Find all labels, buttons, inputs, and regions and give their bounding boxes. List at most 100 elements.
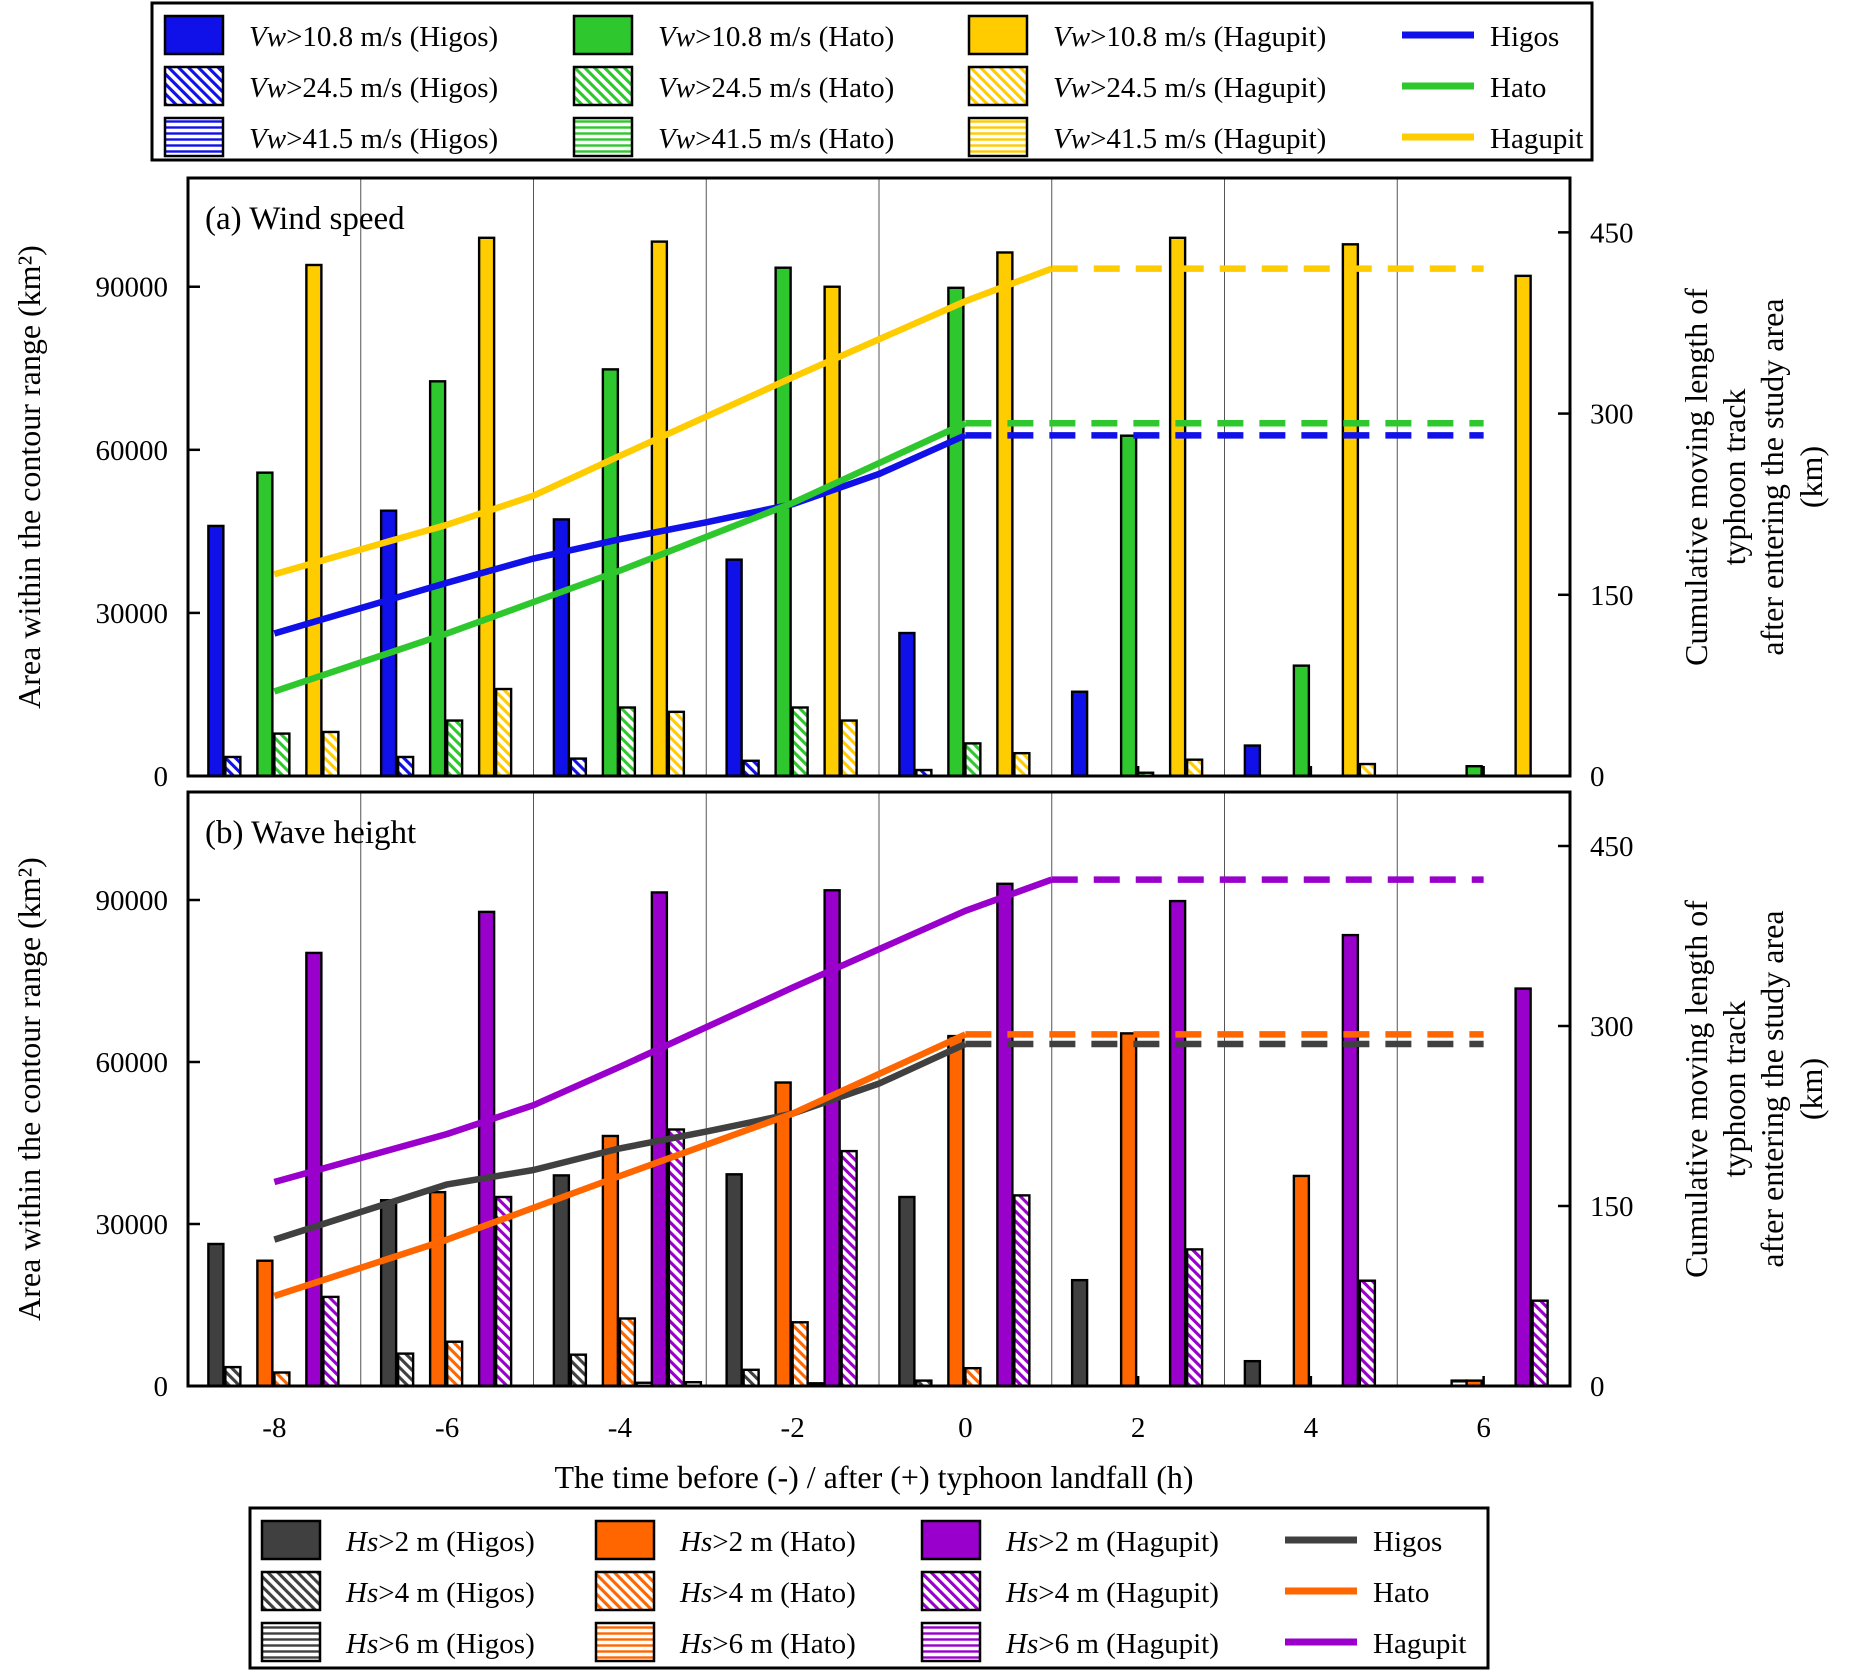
y-right-tick-label: 0	[1590, 1371, 1605, 1403]
plot-frame	[186, 176, 1572, 778]
bar-hagupit-vw-24-5-h0	[1013, 751, 1031, 778]
bar-hagupit-hs-4-h-2	[840, 1149, 858, 1388]
y-left-tick-label: 30000	[96, 1209, 169, 1241]
y-right-label-line: typhoon track	[1716, 1001, 1752, 1178]
bar-higos-hs-2-h-2	[725, 1173, 743, 1388]
bar-hato-vw-24-5-h0	[964, 742, 982, 778]
legend-item-higos: Higos	[1285, 1526, 1442, 1558]
bar-higos-vw-24-5-h-2	[742, 759, 760, 778]
legend-item-hagupit: Hagupit	[1402, 123, 1583, 155]
y-right-tick-label: 0	[1590, 761, 1605, 793]
legend-item-hs-4-m-hagupit: Hs>4 m (Hagupit)	[920, 1570, 1219, 1612]
y-left-label: Area within the contour range (km²)	[11, 857, 47, 1321]
panel-wind-speed: 0 30000 60000 90000 0 150 300 450 (a) Wind speed…	[11, 176, 1829, 793]
legend-label: Vw>10.8 m/s (Hagupit)	[1053, 21, 1326, 53]
legend-label: Hs>6 m (Hato)	[679, 1628, 856, 1660]
bar-hagupit-hs-4-h-6	[494, 1195, 513, 1388]
legend-label: Higos	[1490, 21, 1559, 53]
legend-swatch	[594, 1519, 656, 1561]
bar-hato-vw-24-5-h-8	[273, 732, 291, 778]
bar-higos-hs-4-h-2	[742, 1368, 760, 1388]
x-tick-label: 4	[1304, 1412, 1319, 1444]
legend-label: Hs>2 m (Hagupit)	[1005, 1526, 1219, 1558]
bar-hagupit-hs-4-h4	[1358, 1279, 1377, 1388]
line-hagupit-solid	[273, 265, 1053, 578]
y-right-label-line: typhoon track	[1716, 389, 1752, 566]
bar-higos-vw-10-8-h0	[898, 631, 916, 778]
bar-higos-vw-10-8-h-6	[379, 509, 398, 778]
bar-hagupit-vw-10-8-h0	[996, 251, 1014, 778]
x-axis-label: The time before (-) / after (+) typhoon …	[554, 1459, 1193, 1495]
bar-higos-vw-24-5-h-4	[569, 757, 588, 778]
y-left-tick-label: 60000	[96, 435, 169, 467]
bar-higos-vw-10-8-h-8	[207, 524, 225, 778]
y-right-tick-label: 300	[1590, 399, 1634, 431]
legend-frame	[248, 1506, 1490, 1670]
bar-hato-hs-2-h2	[1119, 1032, 1138, 1388]
bar-hagupit-vw-10-8-h4	[1341, 243, 1360, 778]
bar-higos-hs-2-h2	[1070, 1278, 1089, 1388]
legend-frame	[150, 1, 1594, 162]
bar-hato-hs-2-h-4	[601, 1134, 620, 1388]
legend-label: Hs>6 m (Higos)	[345, 1628, 535, 1660]
bar-hato-vw-10-8-h2	[1119, 434, 1138, 778]
bar-hagupit-hs-2-h2	[1168, 899, 1187, 1388]
bar-hato-vw-10-8-h4	[1292, 664, 1311, 778]
plot-frame	[186, 790, 1572, 1388]
bar-higos-vw-10-8-h-4	[552, 518, 571, 778]
bar-hagupit-vw-24-5-h4	[1358, 762, 1377, 778]
top-legend: Vw>10.8 m/s (Higos) Vw>24.5 m/s (Higos) Vw…	[150, 1, 1594, 162]
bar-hagupit-vw-10-8-h-8	[305, 263, 323, 778]
panel-wave-height: 0 30000 60000 90000 0 150 300 450 (b) Wave heigh…	[11, 790, 1829, 1403]
legend-swatch	[572, 14, 634, 56]
y-right-label-line: (km)	[1793, 446, 1829, 508]
legend-label: Hs>2 m (Higos)	[345, 1526, 535, 1558]
legend-swatch	[163, 116, 225, 158]
x-tick-label: -6	[435, 1412, 459, 1444]
bar-higos-vw-24-5-h-8	[224, 755, 242, 778]
panel-title: (a) Wind speed	[205, 201, 405, 237]
bar-hato-vw-10-8-h0	[947, 286, 965, 778]
y-right-tick-label: 150	[1590, 1191, 1634, 1223]
bar-hato-hs-2-h4	[1292, 1174, 1311, 1388]
bar-hato-hs-4-h0	[964, 1366, 982, 1388]
y-left-tick-label: 0	[154, 1371, 169, 1403]
bar-hagupit-hs-4-h6	[1531, 1299, 1549, 1388]
bar-hagupit-hs-2-h6	[1514, 987, 1532, 1388]
bar-hato-hs-4-h-6	[445, 1340, 464, 1388]
legend-item-hato: Hato	[1285, 1577, 1429, 1609]
legend-item-vw-24-5-m-s-hagupit: Vw>24.5 m/s (Hagupit)	[967, 65, 1326, 107]
bar-hagupit-vw-24-5-h-2	[840, 719, 858, 778]
legend-item-hs-2-m-hato: Hs>2 m (Hato)	[594, 1519, 856, 1561]
bar-hato-vw-24-5-h-6	[445, 719, 464, 778]
x-axis: -8 -6 -4 -2 0 2 4 6 The time before (-) / after …	[262, 1412, 1491, 1495]
legend-item-hs-2-m-hagupit: Hs>2 m (Hagupit)	[920, 1519, 1219, 1561]
legend-swatch	[967, 14, 1029, 56]
legend-label: Hagupit	[1490, 123, 1583, 155]
legend-label: Vw>10.8 m/s (Higos)	[249, 21, 498, 53]
bar-hagupit-hs-2-h4	[1341, 933, 1360, 1388]
bar-higos-hs-2-h-4	[552, 1174, 571, 1388]
panel-title: (b) Wave height	[205, 815, 416, 851]
legend-swatch	[260, 1519, 322, 1561]
line-hato-solid	[273, 420, 967, 695]
legend-label: Hs>2 m (Hato)	[679, 1526, 856, 1558]
bar-higos-vw-10-8-h4	[1243, 744, 1262, 778]
bar-hato-vw-10-8-h-6	[428, 380, 447, 778]
legend-item-vw-41-5-m-s-higos: Vw>41.5 m/s (Higos)	[163, 116, 498, 158]
bar-hagupit-hs-2-h0	[996, 882, 1014, 1388]
bar-hato-hs-2-h-6	[428, 1190, 447, 1388]
legend-label: Higos	[1373, 1526, 1442, 1558]
y-right-label-line: after entering the study area	[1754, 910, 1790, 1267]
bar-hato-vw-24-5-h-2	[791, 706, 809, 778]
y-left-tick-label: 0	[154, 761, 169, 793]
bar-hagupit-vw-24-5-h-4	[667, 710, 686, 778]
bar-hagupit-hs-4-h2	[1185, 1248, 1204, 1388]
line-hato-solid	[273, 1031, 967, 1300]
legend-item-hato: Hato	[1402, 72, 1546, 104]
legend-swatch	[163, 14, 225, 56]
legend-swatch	[967, 116, 1029, 158]
legend-swatch	[594, 1621, 656, 1663]
legend-item-vw-24-5-m-s-higos: Vw>24.5 m/s (Higos)	[163, 65, 498, 107]
